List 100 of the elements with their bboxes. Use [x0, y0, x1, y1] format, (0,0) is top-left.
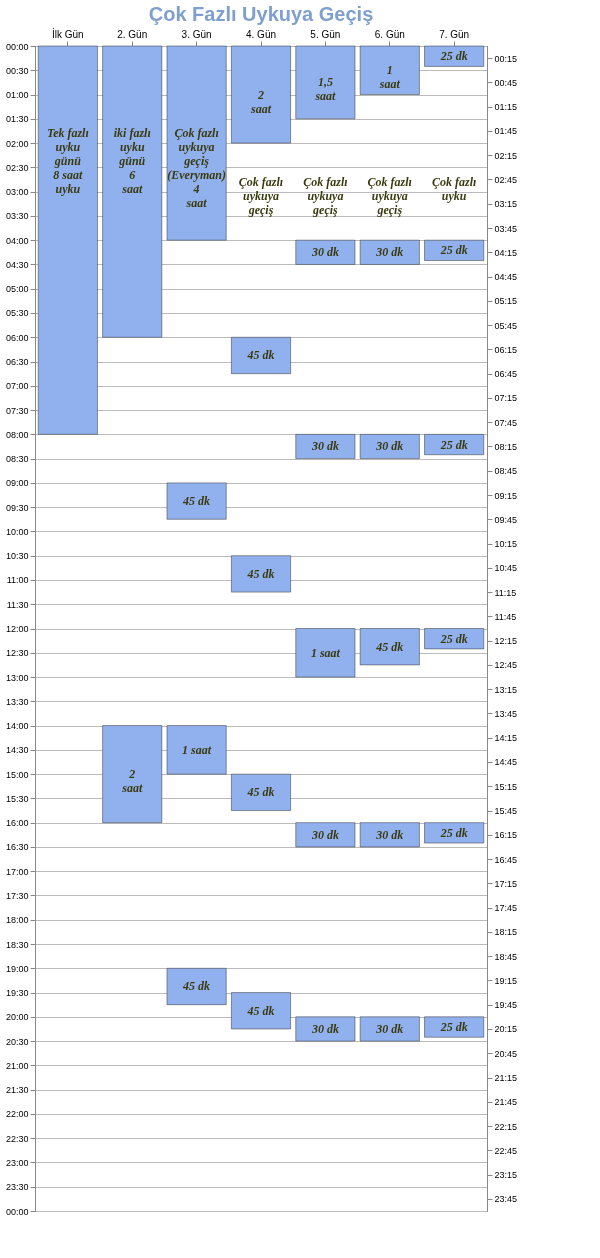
bar [102, 725, 163, 823]
y2-tick-label: 10:45 [494, 563, 518, 574]
y-tick-label: 08:30 [5, 454, 29, 465]
y2-tick-label: 23:45 [494, 1194, 518, 1205]
y2-tick-label: 02:15 [494, 150, 518, 161]
annotation: Çok fazlı uykuya geçiş [367, 174, 412, 217]
annotation: Çok fazlı uykuya geçiş [238, 174, 284, 217]
y2-tick-label: 03:45 [494, 223, 518, 234]
y-tick-label: 02:30 [5, 162, 29, 173]
annotation: 45 dk [246, 785, 275, 800]
y-tick-label: 18:30 [5, 939, 29, 950]
annotation: 30 dk [375, 827, 404, 842]
y-tick-label: 11:00 [6, 575, 29, 586]
annotation: 30 dk [375, 245, 404, 260]
y-tick-label: 21:30 [5, 1085, 29, 1096]
y2-tick-label: 23:15 [494, 1170, 518, 1181]
y-tick-label: 04:30 [5, 259, 29, 270]
y-tick-label: 21:00 [5, 1060, 29, 1071]
y-tick-label: 05:30 [5, 308, 29, 319]
y-tick-label: 19:30 [5, 988, 29, 999]
y2-tick-label: 20:15 [494, 1024, 518, 1035]
y-tick-label: 12:30 [5, 648, 29, 659]
annotation: 1,5 saat [314, 75, 337, 104]
bar [424, 1016, 485, 1038]
y2-tick-label: 01:15 [494, 102, 518, 113]
y2-tick-label: 19:15 [494, 975, 518, 986]
bar [359, 239, 420, 265]
y-tick-label: 16:00 [5, 818, 29, 829]
y-tick-label: 10:00 [5, 526, 29, 537]
y2-tick-label: 17:15 [494, 878, 518, 889]
y2-tick-label: 06:45 [494, 369, 518, 380]
y-tick-label: 01:30 [5, 114, 29, 125]
y-tick-label: 23:00 [5, 1157, 29, 1168]
y-tick-label: 08:00 [5, 429, 29, 440]
y2-tick-label: 12:15 [494, 636, 518, 647]
annotation: 30 dk [310, 245, 339, 260]
y-tick-label: 13:30 [5, 696, 29, 707]
annotation: 25 dk [439, 243, 468, 258]
y-tick-label: 07:00 [5, 381, 29, 392]
y-tick-label: 13:00 [5, 672, 29, 683]
annotation: 30 dk [310, 827, 339, 842]
x-tick-label: 7. Gün [439, 28, 470, 40]
y2-tick-label: 18:15 [494, 927, 518, 938]
y2-tick-label: 02:45 [494, 174, 518, 185]
y2-tick-label: 20:45 [494, 1048, 518, 1059]
y2-tick-label: 11:15 [494, 587, 517, 598]
bar [359, 1016, 420, 1042]
annotation: 30 dk [310, 439, 339, 454]
bar [102, 45, 163, 338]
bar [295, 628, 356, 678]
y-tick-label: 07:30 [5, 405, 29, 416]
y2-tick-label: 22:45 [494, 1145, 518, 1156]
y-tick-label: 19:00 [5, 963, 29, 974]
annotation: 2 saat [121, 767, 143, 796]
y2-tick-label: 14:15 [494, 733, 518, 744]
bar [37, 45, 98, 435]
x-tick-label: İlk Gün [51, 27, 84, 40]
y-tick-label: 20:00 [5, 1012, 29, 1023]
annotation: 30 dk [375, 1021, 404, 1036]
y-tick-label: 03:00 [5, 187, 29, 198]
y2-tick-label: 13:15 [494, 684, 518, 695]
x-tick-label: 5. Gün [310, 28, 341, 40]
annotation: Çok fazlı uykuya geçiş [303, 174, 348, 217]
bar [295, 239, 356, 265]
y-tick-label: 00:00 [5, 41, 29, 52]
annotation: Çok fazlı uyku [431, 174, 477, 203]
y2-tick-label: 13:45 [494, 708, 518, 719]
annotation: 45 dk [182, 494, 211, 509]
bar [424, 45, 485, 67]
y2-tick-label: 09:45 [494, 514, 518, 525]
bar [231, 555, 291, 593]
y-tick-label: 14:30 [5, 745, 29, 756]
y2-tick-label: 21:15 [494, 1073, 518, 1084]
y2-tick-label: 08:15 [494, 441, 518, 452]
x-tick-label: 4. Gün [245, 28, 277, 40]
bar [166, 968, 227, 1005]
y2-tick-label: 16:15 [494, 830, 518, 841]
bar [424, 822, 485, 844]
annotation: Çok fazlı uykuya geçiş (Everyman) 4 saat [167, 126, 226, 211]
y2-tick-label: 14:45 [494, 757, 518, 768]
bar [166, 45, 227, 241]
y2-tick-label: 16:45 [494, 854, 518, 865]
annotation: 45 dk [182, 979, 211, 994]
annotation: 1 saat [378, 63, 401, 92]
y2-tick-label: 19:45 [494, 1000, 518, 1011]
y-tick-label: 22:00 [5, 1109, 29, 1120]
y2-tick-label: 21:45 [494, 1097, 518, 1108]
x-tick-label: 6. Gün [374, 28, 405, 40]
y-tick-label: 03:30 [5, 211, 29, 222]
bar [295, 45, 356, 120]
y-tick-label: 05:00 [5, 284, 29, 295]
y2-tick-label: 07:45 [494, 417, 518, 428]
y2-tick-label: 17:45 [494, 903, 518, 914]
bar [295, 1016, 356, 1042]
y-tick-label: 06:00 [5, 332, 29, 343]
bar [359, 628, 420, 666]
annotation: 25 dk [439, 825, 468, 840]
annotation: 25 dk [439, 631, 468, 646]
x-tick-label: 3. Gün [181, 28, 212, 40]
y2-tick-label: 15:15 [494, 781, 518, 792]
